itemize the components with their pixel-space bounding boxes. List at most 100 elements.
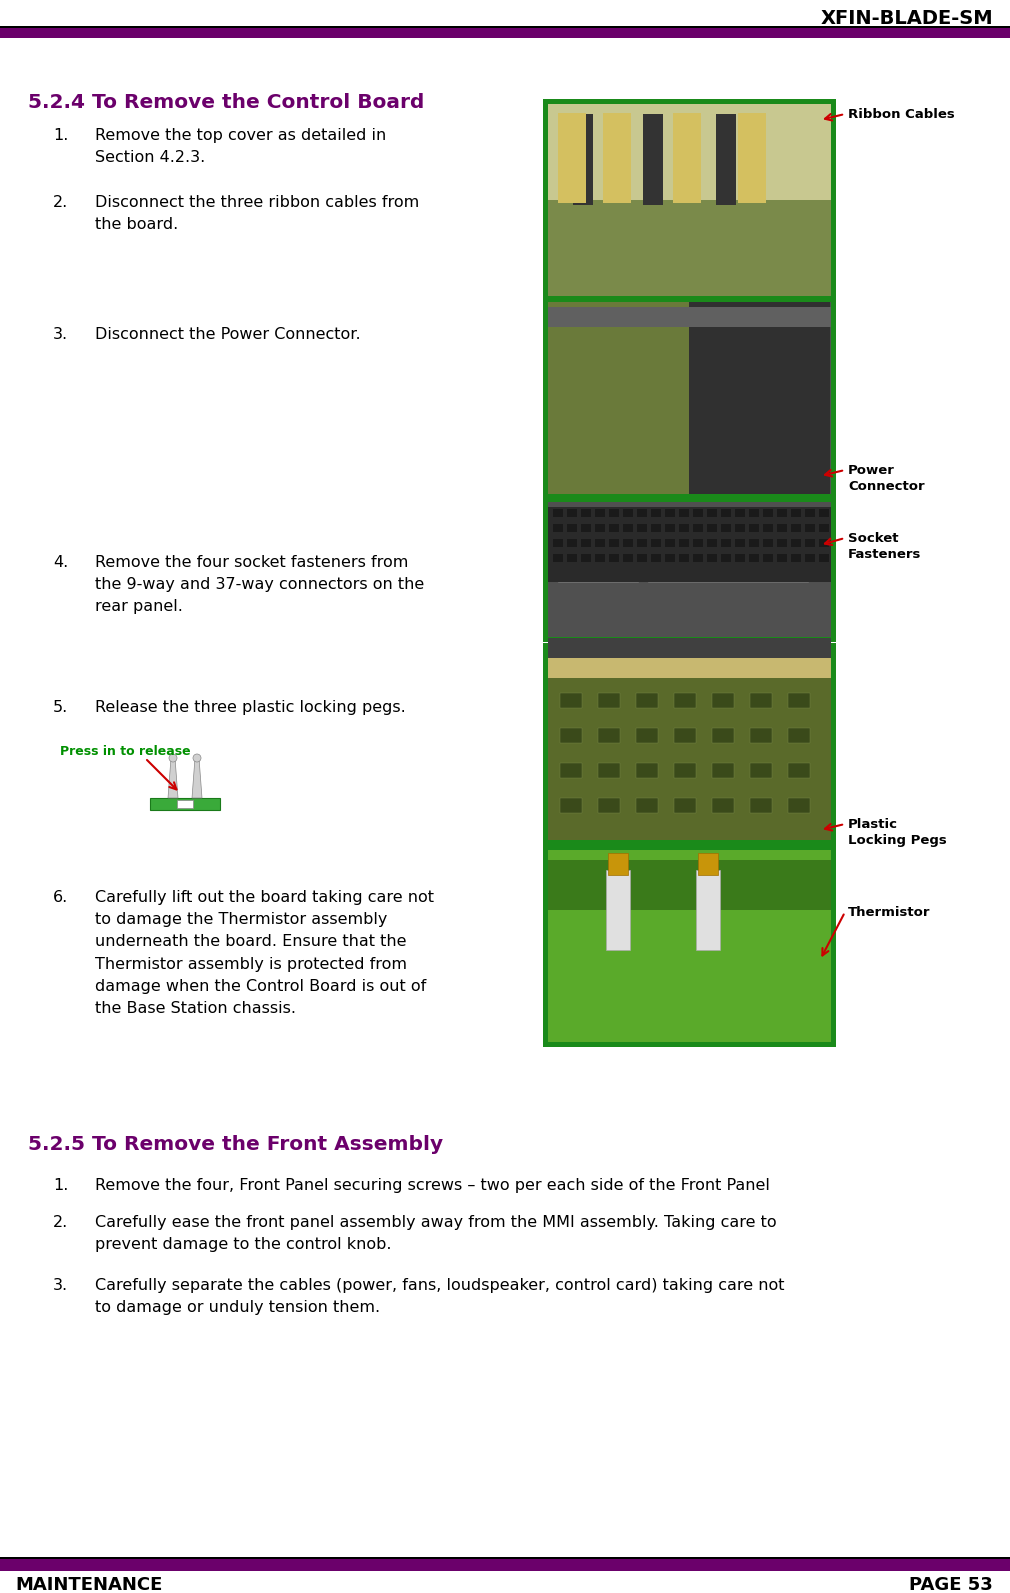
Text: Remove the four, Front Panel securing screws – two per each side of the Front Pa: Remove the four, Front Panel securing sc… [95,1177,770,1193]
Bar [788,728,810,742]
Text: Thermistor: Thermistor [848,906,930,919]
Bar [721,510,731,518]
Bar [548,639,831,658]
Bar [707,538,717,546]
Bar [791,538,801,546]
Bar [603,113,631,202]
Bar [805,524,815,532]
Bar [805,538,815,546]
Bar [749,510,759,518]
Text: 3.: 3. [53,327,68,342]
Bar [548,507,831,581]
Bar [716,115,736,205]
Bar [581,538,591,546]
Bar [598,728,620,742]
Bar [0,1556,1010,1560]
Bar [595,510,605,518]
Bar [679,554,689,562]
Bar [598,693,620,707]
Text: Ribbon Cables: Ribbon Cables [848,108,954,121]
Bar [665,524,675,532]
Bar [548,653,831,679]
Bar [735,538,745,546]
Bar [689,303,830,494]
Text: 1.: 1. [53,1177,69,1193]
Text: Remove the four socket fasteners from
the 9-way and 37-way connectors on the
rea: Remove the four socket fasteners from th… [95,554,424,615]
Bar [637,554,647,562]
Bar [623,510,633,518]
Bar [674,693,696,707]
Bar [548,648,831,840]
Bar [543,844,836,1047]
Bar [637,538,647,546]
Bar [791,524,801,532]
Bar [609,524,619,532]
Bar [750,763,772,777]
Bar [567,554,577,562]
Bar [735,524,745,532]
Bar [598,798,620,812]
Bar [805,554,815,562]
Bar [819,554,829,562]
Bar [673,113,701,202]
Bar [693,554,703,562]
Bar [567,524,577,532]
Bar [665,554,675,562]
Bar [805,510,815,518]
Bar [674,728,696,742]
Text: Remove the top cover as detailed in
Section 4.2.3.: Remove the top cover as detailed in Sect… [95,127,386,166]
Text: 4.: 4. [53,554,69,570]
Bar [553,510,563,518]
Bar [581,524,591,532]
Bar [791,554,801,562]
Bar [707,554,717,562]
Bar [648,537,808,581]
Bar [567,538,577,546]
Bar [749,524,759,532]
Text: Power
Connector: Power Connector [848,464,924,492]
Bar [712,763,734,777]
Bar [543,99,836,301]
Bar [636,728,658,742]
Bar [698,852,718,875]
Bar [707,510,717,518]
Bar [548,104,831,296]
Bar [548,851,831,1042]
Text: XFIN-BLADE-SM: XFIN-BLADE-SM [820,8,993,27]
Bar [558,537,638,581]
Bar [665,538,675,546]
Bar [707,524,717,532]
Bar [679,524,689,532]
Bar [763,538,773,546]
Bar [177,800,193,808]
Text: 5.: 5. [53,699,69,715]
Bar [595,538,605,546]
Text: 2.: 2. [53,194,69,210]
Bar [548,201,831,296]
Bar [548,303,689,494]
Bar [150,798,220,809]
Bar [637,524,647,532]
Text: 5.2.5 To Remove the Front Assembly: 5.2.5 To Remove the Front Assembly [28,1134,443,1153]
Bar [651,524,661,532]
Bar [623,554,633,562]
Bar [560,763,582,777]
Bar [712,728,734,742]
Text: 5.2.4 To Remove the Control Board: 5.2.4 To Remove the Control Board [28,92,424,112]
Bar [749,538,759,546]
Bar [679,538,689,546]
Bar [693,538,703,546]
Bar [735,554,745,562]
Bar [750,728,772,742]
Bar [558,113,586,202]
Bar [665,510,675,518]
Bar [609,554,619,562]
Text: 3.: 3. [53,1278,68,1294]
Bar [643,115,663,205]
Bar [777,538,787,546]
Text: Release the three plastic locking pegs.: Release the three plastic locking pegs. [95,699,406,715]
Text: 2.: 2. [53,1215,69,1230]
Bar [791,510,801,518]
Text: Disconnect the Power Connector.: Disconnect the Power Connector. [95,327,361,342]
Bar [721,524,731,532]
